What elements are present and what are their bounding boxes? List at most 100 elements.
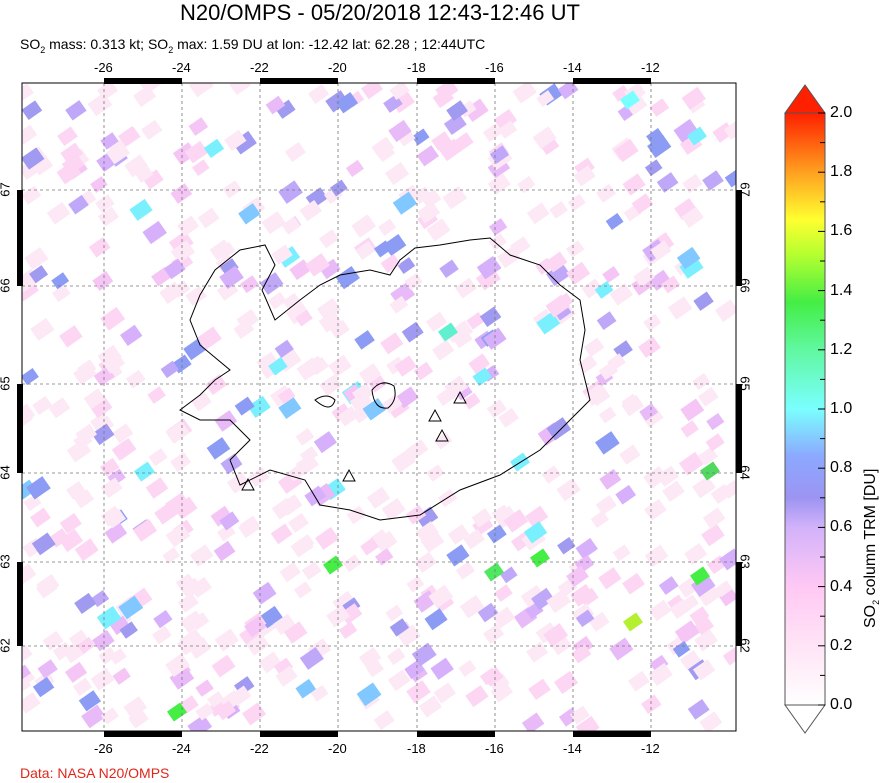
so2-pixel-high [484,562,504,582]
so2-pixel [373,710,395,731]
so2-pixel [319,374,342,397]
frame-bar [17,384,23,473]
so2-pixel [486,399,507,419]
so2-pixel [172,280,191,298]
lat-tick-label: 65 [737,376,753,391]
so2-pixel [68,629,89,649]
so2-pixel [570,583,595,607]
so2-pixel [435,83,459,102]
so2-pixel [22,644,33,664]
so2-pixel [498,407,520,428]
so2-pixel [145,477,169,499]
so2-pixel [229,83,251,96]
so2-pixel [207,691,225,708]
so2-pixel [392,191,418,215]
so2-pixel [667,594,685,612]
so2-pixel [575,609,595,628]
so2-pixel [512,83,537,104]
so2-pixel [715,580,733,598]
so2-pixel-layer [22,83,736,731]
so2-pixel [319,229,340,249]
so2-pixel [303,355,326,377]
so2-pixel [566,565,589,588]
so2-pixel [22,563,37,585]
so2-pixel [352,382,374,404]
so2-pixel [465,685,489,708]
so2-pixel [99,457,120,477]
so2-pixel [490,681,513,703]
so2-pixel [184,140,209,164]
so2-pixel [609,283,634,306]
so2-pixel [389,83,410,101]
frame-bar [17,562,23,646]
so2-pixel [684,542,708,566]
so2-pixel [449,320,474,343]
so2-pixel [526,641,549,663]
so2-pixel [242,702,267,726]
so2-pixel [153,609,173,629]
so2-pixel [656,172,679,193]
so2-pixel [421,189,442,209]
so2-pixel [358,363,382,385]
so2-pixel [575,715,600,731]
so2-pixel [641,694,662,714]
so2-pixel [23,494,42,512]
so2-pixel [673,118,699,143]
so2-pixel [165,523,191,548]
so2-pixel [119,621,138,639]
so2-pixel [590,510,609,528]
so2-pixel [209,239,233,261]
so2-pixel [546,589,572,614]
so2-pixel [497,246,521,269]
so2-pixel [405,505,427,525]
so2-pixel [222,180,242,199]
so2-pixel [105,508,126,529]
so2-pixel [277,387,296,405]
so2-pixel [282,292,301,311]
so2-pixel-high [323,555,343,575]
lon-tick-label: -26 [94,60,113,75]
so2-pixel [58,529,84,553]
so2-pixel [57,126,78,147]
colorbar-tick-label: 1.2 [830,340,853,358]
lon-tick-label: -12 [641,60,660,75]
so2-pixel [633,266,655,288]
so2-pixel-high [687,126,707,146]
so2-pixel [721,480,736,499]
so2-pixel [462,392,481,410]
so2-pixel [631,193,654,215]
so2-pixel [261,211,286,235]
so2-pixel [208,699,227,717]
so2-pixel [625,94,648,116]
so2-pixel [299,199,322,222]
so2-pixel [100,306,126,331]
so2-pixel [622,572,645,595]
frame-bar [736,562,742,646]
so2-pixel [476,255,502,280]
so2-pixel [498,120,518,139]
so2-pixel [46,201,71,225]
so2-pixel [455,277,477,299]
so2-pixel [26,476,51,500]
lon-tick-label: -20 [328,60,347,75]
colorbar-title: SO2 column TRM [DU] [862,469,883,628]
so2-pixel [329,319,350,339]
so2-pixel [650,240,672,261]
so2-pixel [389,618,410,637]
so2-pixel [319,258,341,280]
so2-pixel [335,92,359,114]
so2-pixel [612,84,630,102]
so2-pixel [680,420,699,438]
so2-pixel [388,119,412,143]
so2-pixel [521,712,545,731]
so2-pixel [598,361,619,381]
so2-pixel [418,695,442,718]
so2-pixel [493,108,518,132]
so2-pixel [420,530,445,553]
lat-tick-label: 67 [0,182,13,197]
so2-pixel [304,485,327,507]
so2-pixel [203,138,225,158]
so2-pixel [358,647,382,669]
so2-pixel [535,257,554,275]
so2-pixel [679,255,704,279]
